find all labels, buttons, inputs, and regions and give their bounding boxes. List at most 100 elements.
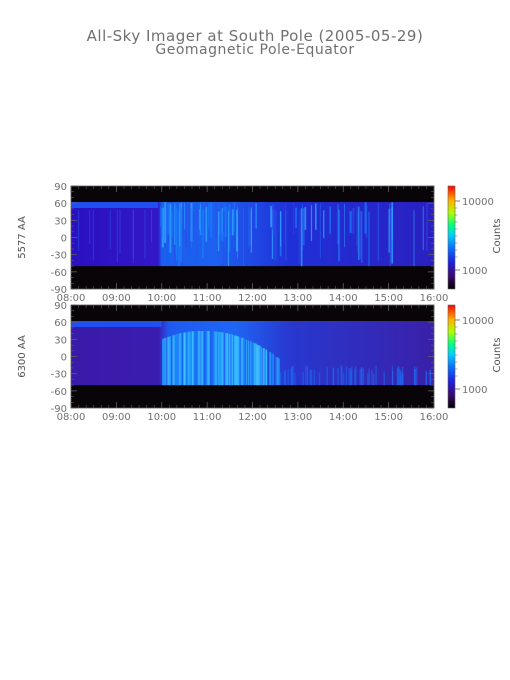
y-axis-label: 5577 AA xyxy=(17,216,28,259)
heatmap-streak xyxy=(212,331,215,386)
heatmap-streak xyxy=(92,210,94,261)
heatmap-streak xyxy=(348,367,350,386)
heatmap-streak xyxy=(179,333,181,386)
x-tick-label: 16:00 xyxy=(420,293,449,304)
heatmap-streak xyxy=(116,210,118,263)
heatmap-streak xyxy=(233,202,235,233)
x-tick-label: 12:00 xyxy=(238,412,267,423)
heatmap-streak xyxy=(218,211,221,236)
heatmap-streak xyxy=(240,337,242,386)
heatmap-streak xyxy=(227,211,229,267)
heatmap-streak xyxy=(315,203,317,230)
heatmap-streak xyxy=(280,210,282,247)
heatmap-streak xyxy=(340,365,342,386)
heatmap-streak xyxy=(309,370,311,386)
heatmap-streak xyxy=(389,207,392,267)
y-tick-label: -90 xyxy=(51,404,67,415)
heatmap-streak xyxy=(392,371,394,386)
heatmap-streak xyxy=(268,351,271,386)
y-tick-label: 30 xyxy=(54,335,67,346)
heatmap-streak xyxy=(179,333,182,386)
heatmap-streak xyxy=(368,211,370,267)
heatmap-streak xyxy=(401,373,403,386)
y-tick-label: 30 xyxy=(54,216,67,227)
heatmap-streak xyxy=(218,331,220,386)
heatmap-streak xyxy=(278,358,280,386)
heatmap-edge xyxy=(71,202,159,209)
heatmap-streak xyxy=(276,357,278,386)
colorbar-label: Counts xyxy=(492,219,503,254)
heatmap-streak xyxy=(172,335,175,386)
heatmap-streak xyxy=(169,203,172,253)
heatmap-streak xyxy=(342,372,345,386)
heatmap-streak xyxy=(259,346,262,386)
heatmap-streak xyxy=(368,368,370,386)
colorbar-tick-label: 10000 xyxy=(462,316,494,327)
heatmap-streak xyxy=(416,367,418,386)
heatmap-streak xyxy=(208,203,210,228)
heatmap-streak xyxy=(177,334,179,386)
x-tick-label: 15:00 xyxy=(374,293,403,304)
heatmap-streak xyxy=(220,210,222,241)
heatmap-streak xyxy=(191,208,193,248)
heatmap-streak xyxy=(355,366,357,386)
heatmap-streak xyxy=(344,204,345,248)
heatmap-streak xyxy=(200,204,202,236)
heatmap-edge xyxy=(71,321,162,328)
heatmap-streak xyxy=(310,205,313,242)
heatmap-streak xyxy=(360,367,363,386)
heatmap-streak xyxy=(302,372,304,386)
heatmap-streak xyxy=(303,208,305,245)
x-tick-label: 08:00 xyxy=(57,412,86,423)
heatmap-streak xyxy=(257,345,260,386)
x-tick-label: 13:00 xyxy=(283,412,312,423)
heatmap-streak xyxy=(167,203,170,235)
heatmap-streak xyxy=(429,369,432,386)
y-tick-label: -60 xyxy=(51,387,67,398)
heatmap-streak xyxy=(295,207,297,229)
heatmap-streak xyxy=(222,211,225,233)
heatmap-streak xyxy=(161,207,164,248)
colorbar xyxy=(448,305,455,408)
heatmap-streak xyxy=(292,365,294,386)
heatmap-streak xyxy=(197,331,199,386)
heatmap-streak xyxy=(174,203,176,245)
heatmap-streak xyxy=(280,372,282,386)
y-tick-label: -60 xyxy=(51,268,67,279)
heatmap-streak xyxy=(413,210,415,267)
y-tick-label: 90 xyxy=(54,182,67,193)
heatmap-streak xyxy=(425,371,428,386)
heatmap-streak xyxy=(318,372,321,386)
heatmap-streak xyxy=(270,352,273,386)
colorbar-frame xyxy=(447,304,456,409)
heatmap-streak xyxy=(229,334,232,386)
heatmap-streak xyxy=(400,370,402,386)
heatmap-streak xyxy=(199,209,200,230)
x-tick-label: 09:00 xyxy=(102,293,131,304)
heatmap-streak xyxy=(354,368,356,386)
heatmap-streak xyxy=(219,332,221,386)
x-tick-label: 10:00 xyxy=(147,412,176,423)
colorbar-tick-label: 1000 xyxy=(462,385,487,396)
heatmap-streak xyxy=(171,211,173,237)
heatmap-streak xyxy=(291,366,293,386)
heatmap-streak xyxy=(206,331,208,386)
colorbar-label: Counts xyxy=(492,338,503,373)
heatmap-streak xyxy=(294,372,296,386)
heatmap-streak xyxy=(175,334,178,386)
heatmap-streak xyxy=(337,204,339,245)
heatmap-streak xyxy=(236,209,238,252)
heatmap-streak xyxy=(399,368,401,386)
heatmap-streak xyxy=(402,372,404,386)
heatmap-streak xyxy=(272,209,275,238)
heatmap-streak xyxy=(388,209,391,253)
heatmap-streak xyxy=(341,366,343,386)
heatmap-streak xyxy=(238,336,241,386)
heatmap-streak xyxy=(319,203,321,259)
heatmap-band xyxy=(71,202,434,267)
heatmap-streak xyxy=(362,368,365,386)
heatmap-streak xyxy=(109,210,111,250)
heatmap-streak xyxy=(287,369,289,386)
heatmap-streak xyxy=(398,366,400,386)
